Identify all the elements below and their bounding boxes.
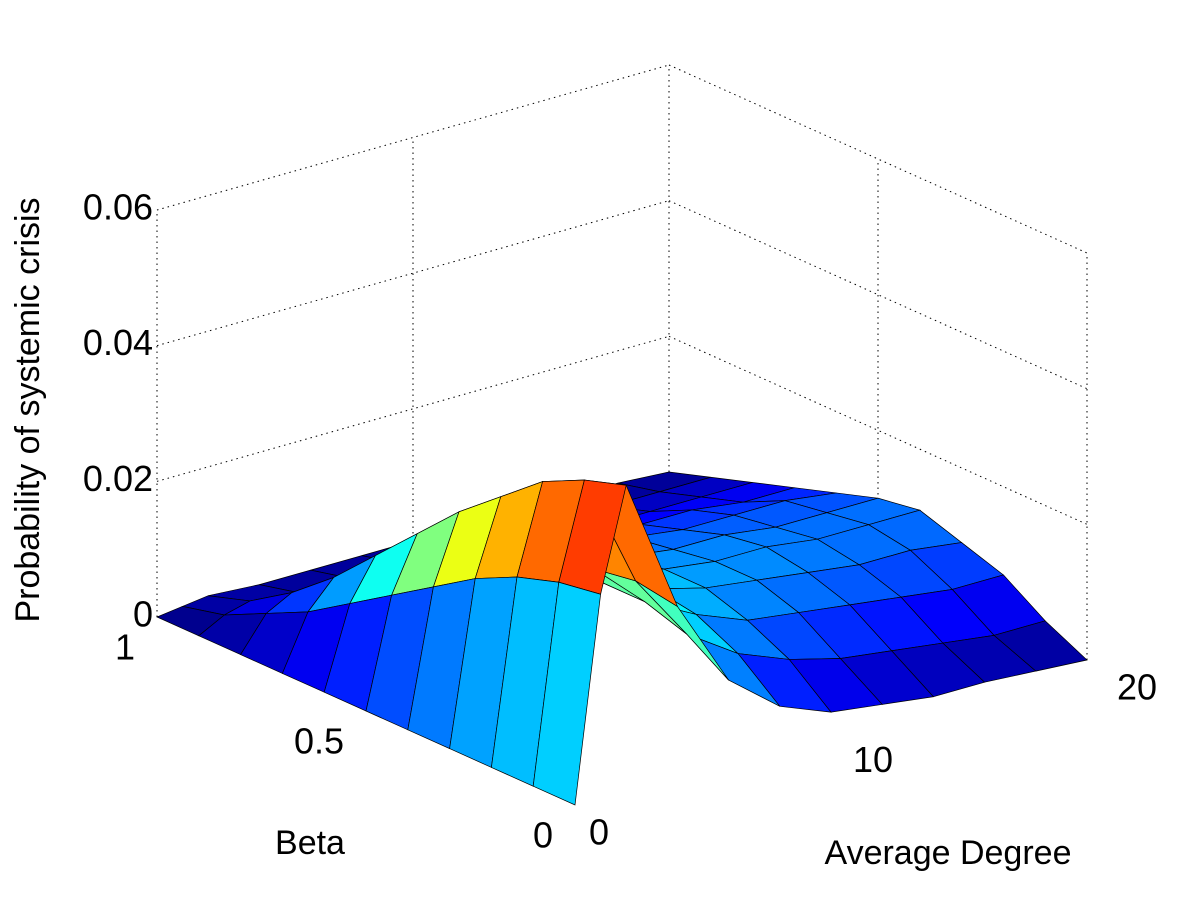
x-tick-label: 20 xyxy=(1117,667,1157,708)
y-tick-label: 0.5 xyxy=(294,721,344,762)
z-tick-label: 0 xyxy=(133,594,153,635)
z-axis-label: Probability of systemic crisis xyxy=(9,197,47,622)
z-tick-label: 0.02 xyxy=(83,458,153,499)
grid-line xyxy=(156,200,670,347)
x-axis-label: Average Degree xyxy=(825,834,1072,872)
y-tick-label: 0 xyxy=(533,815,553,856)
y-tick-label: 1 xyxy=(115,627,135,668)
z-tick-label: 0.06 xyxy=(83,187,153,228)
x-tick-label: 0 xyxy=(589,812,609,853)
grid-line xyxy=(156,335,670,482)
grid-line xyxy=(156,64,670,211)
x-tick-label: 10 xyxy=(853,739,893,780)
z-tick-label: 0.04 xyxy=(83,322,153,363)
surface xyxy=(156,471,1088,806)
y-axis-label: Beta xyxy=(275,824,345,862)
surface-cell xyxy=(532,581,601,806)
